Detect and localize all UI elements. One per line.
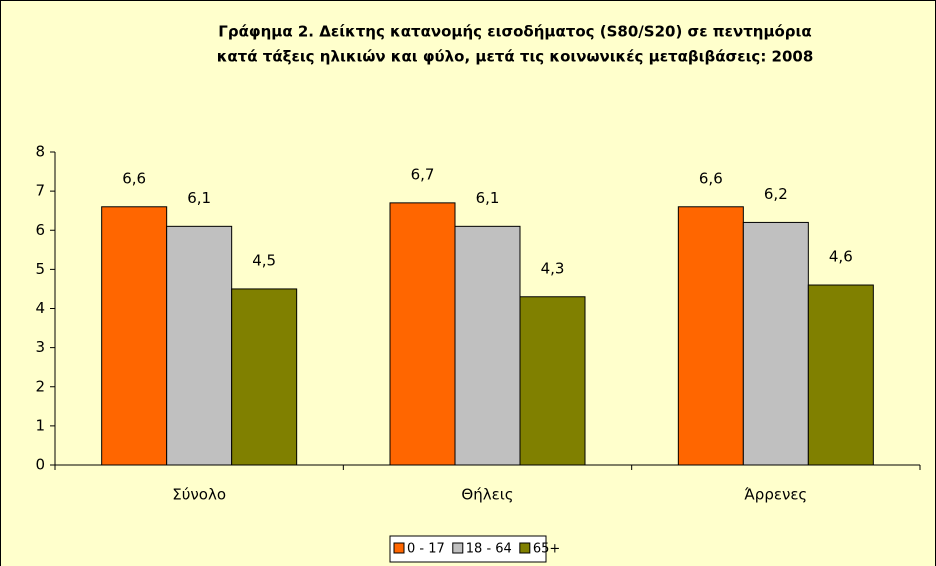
legend-label: 18 - 64: [466, 542, 512, 557]
y-tick-label: 5: [35, 260, 45, 278]
bar: [454, 225, 521, 466]
y-tick-label: 4: [35, 299, 45, 317]
legend-swatch: [519, 542, 531, 554]
legend-label: 65+: [533, 542, 560, 557]
value-label: 6,2: [764, 185, 788, 203]
value-label: 6,6: [699, 169, 723, 187]
y-tick-label: 8: [35, 143, 45, 161]
y-tick-label: 2: [35, 377, 45, 395]
value-label: 6,6: [122, 169, 146, 187]
bar: [231, 288, 298, 466]
x-tick-label: Θήλεις: [461, 486, 513, 504]
bar: [807, 284, 874, 466]
value-label: 4,3: [541, 259, 565, 277]
value-label: 6,1: [187, 189, 211, 207]
legend-label: 0 - 17: [407, 542, 445, 557]
y-tick-label: 0: [35, 456, 45, 474]
bar: [389, 202, 456, 466]
bar: [742, 221, 809, 466]
y-tick-label: 3: [35, 338, 45, 356]
value-label: 4,6: [829, 248, 853, 266]
bar: [101, 206, 168, 466]
x-tick-label: Σύνολο: [172, 486, 226, 504]
bar: [519, 296, 586, 466]
legend-swatch: [393, 542, 405, 554]
chart-title: κατά τάξεις ηλικιών και φύλο, μετά τις κ…: [217, 48, 814, 66]
x-tick-label: Άρρενες: [744, 486, 807, 504]
y-tick-label: 6: [35, 221, 45, 239]
bar: [166, 225, 233, 466]
value-label: 6,7: [411, 165, 435, 183]
value-label: 6,1: [476, 189, 500, 207]
bar: [677, 206, 744, 466]
legend-swatch: [452, 542, 464, 554]
y-tick-label: 7: [35, 182, 45, 200]
chart-title: Γράφημα 2. Δείκτης κατανομής εισοδήματος…: [218, 23, 811, 41]
y-tick-label: 1: [35, 416, 45, 434]
value-label: 4,5: [252, 251, 276, 269]
